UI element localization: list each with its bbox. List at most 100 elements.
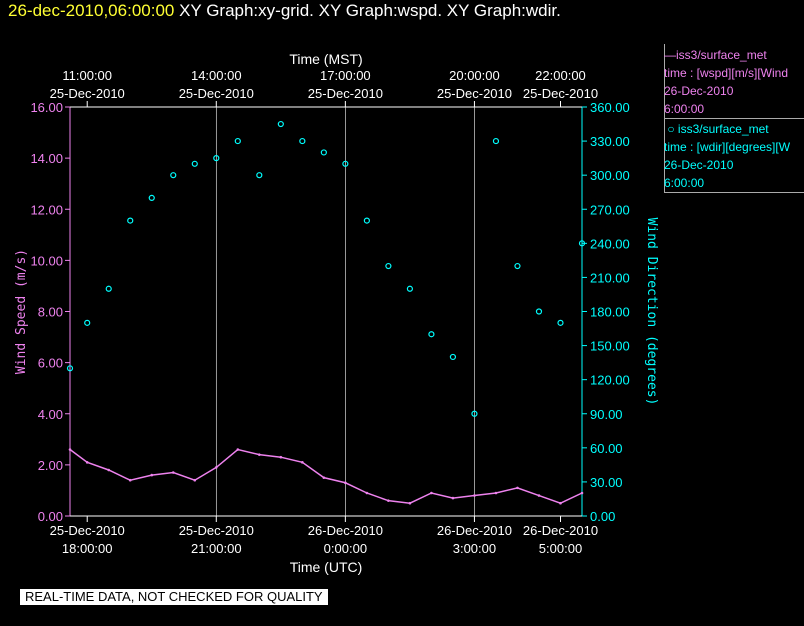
speed-point-7 <box>214 466 218 469</box>
speed-point-15 <box>387 499 390 502</box>
legend-direction-line2: 26-Dec-2010 <box>664 158 734 172</box>
x-tick-label-date-0: 25-Dec-2010 <box>50 523 125 538</box>
y2-tick-label-8: 240.00 <box>590 236 630 251</box>
legend-speed-line1: time : [wspd][m/s][Wind <box>664 66 789 80</box>
speed-point-8 <box>236 448 240 451</box>
speed-point-5 <box>171 471 175 474</box>
x-tick-label-date-3: 26-Dec-2010 <box>437 523 512 538</box>
y-tick-label-5: 10.00 <box>30 253 63 268</box>
direction-point-15 <box>385 262 392 270</box>
direction-point-3 <box>127 217 134 224</box>
speed-point-3 <box>128 478 132 482</box>
x-tick-label-time-4: 5:00:00 <box>539 541 582 556</box>
y-axis-label: Wind Speed (m/s) <box>14 249 29 374</box>
legend-direction-line1: time : [wdir][degrees][W <box>664 140 791 154</box>
y2-tick-label-2: 60.00 <box>590 441 623 456</box>
speed-point-17 <box>430 491 433 495</box>
speed-point-19 <box>473 494 476 497</box>
speed-point-12 <box>322 476 326 479</box>
legend-direction-line3: 6:00:00 <box>664 176 705 190</box>
y2-tick-label-0: 0.00 <box>590 509 615 524</box>
speed-series-line <box>69 448 583 505</box>
top-tick-label-date-4: 25-Dec-2010 <box>523 86 598 101</box>
speed-point-20 <box>494 491 498 495</box>
speed-point-23 <box>559 501 562 505</box>
top-axis-label: Time (MST) <box>289 51 362 67</box>
legend-speed-line3: 6:00:00 <box>664 102 705 116</box>
speed-point-10 <box>279 455 283 459</box>
x-tick-label-time-0: 18:00:00 <box>62 541 113 556</box>
direction-point-14 <box>363 217 370 224</box>
y2-tick-label-1: 30.00 <box>590 475 623 490</box>
direction-point-10 <box>277 120 284 128</box>
x-tick-label-time-2: 0:00:00 <box>324 541 367 556</box>
title-graphs: XY Graph:xy-grid. XY Graph:wspd. XY Grap… <box>179 1 561 20</box>
legend-speed-line2: 26-Dec-2010 <box>664 84 734 98</box>
legend-speed: —iss3/surface_met time : [wspd][m/s][Win… <box>664 46 804 118</box>
direction-point-12 <box>320 149 327 156</box>
speed-point-16 <box>408 501 412 505</box>
x-tick-label-date-4: 26-Dec-2010 <box>523 523 598 538</box>
speed-point-6 <box>193 478 197 482</box>
speed-point-2 <box>107 468 111 472</box>
top-tick-label-time-4: 22:00:00 <box>535 68 586 83</box>
y2-tick-label-10: 300.00 <box>590 168 630 183</box>
direction-point-11 <box>299 137 306 145</box>
direction-point-19 <box>471 410 478 417</box>
title-datetime: 26-dec-2010,06:00:00 <box>8 1 175 20</box>
direction-point-21 <box>514 262 521 270</box>
y2-tick-label-7: 210.00 <box>590 270 630 285</box>
bottom-axis-label: Time (UTC) <box>290 559 363 575</box>
direction-point-18 <box>449 353 457 361</box>
speed-point-21 <box>516 486 519 490</box>
direction-point-2 <box>105 285 112 292</box>
direction-point-4 <box>148 194 155 201</box>
y2-tick-label-6: 180.00 <box>590 305 630 320</box>
y-tick-label-8: 16.00 <box>30 100 63 115</box>
speed-point-4 <box>150 473 154 477</box>
y-tick-label-6: 12.00 <box>30 202 63 217</box>
speed-point-24 <box>580 491 584 495</box>
y-tick-label-7: 14.00 <box>30 151 63 166</box>
legend-separator <box>664 118 804 119</box>
top-tick-label-time-2: 17:00:00 <box>320 68 371 83</box>
y-tick-label-3: 6.00 <box>38 356 63 371</box>
top-tick-label-date-1: 25-Dec-2010 <box>179 86 254 101</box>
direction-point-5 <box>170 172 177 179</box>
speed-point-14 <box>365 491 369 495</box>
direction-point-1 <box>84 319 91 326</box>
x-tick-label-date-2: 26-Dec-2010 <box>308 523 383 538</box>
y-tick-label-4: 8.00 <box>38 305 63 320</box>
speed-point-11 <box>301 461 304 464</box>
y-tick-label-2: 4.00 <box>38 407 63 422</box>
x-tick-label-time-1: 21:00:00 <box>191 541 242 556</box>
y2-tick-label-5: 150.00 <box>590 339 630 354</box>
speed-point-9 <box>258 453 261 456</box>
x-tick-label-date-1: 25-Dec-2010 <box>179 523 254 538</box>
top-tick-label-date-0: 25-Dec-2010 <box>50 86 125 101</box>
chart-title: 26-dec-2010,06:00:00 XY Graph:xy-grid. X… <box>8 1 561 21</box>
top-tick-label-date-3: 25-Dec-2010 <box>437 86 512 101</box>
legend-direction: ○ iss3/surface_met time : [wdir][degrees… <box>664 120 804 192</box>
top-tick-label-date-2: 25-Dec-2010 <box>308 86 383 101</box>
speed-point-0 <box>68 448 72 451</box>
direction-point-17 <box>428 331 435 338</box>
speed-point-13 <box>344 481 347 485</box>
y-tick-label-0: 0.00 <box>38 509 63 524</box>
y-tick-label-1: 2.00 <box>38 458 63 473</box>
direction-point-23 <box>557 319 564 326</box>
direction-point-16 <box>406 285 413 292</box>
direction-point-6 <box>191 160 198 167</box>
direction-point-7 <box>213 155 220 162</box>
y2-tick-label-11: 330.00 <box>590 134 630 149</box>
direction-point-24 <box>578 240 586 247</box>
top-tick-label-time-0: 11:00:00 <box>62 68 112 83</box>
direction-point-22 <box>535 308 543 315</box>
speed-point-1 <box>85 461 89 464</box>
direction-point-9 <box>256 172 263 179</box>
direction-point-20 <box>492 137 500 145</box>
speed-point-18 <box>451 496 455 500</box>
y2-tick-label-4: 120.00 <box>590 373 630 388</box>
direction-point-0 <box>66 365 74 372</box>
